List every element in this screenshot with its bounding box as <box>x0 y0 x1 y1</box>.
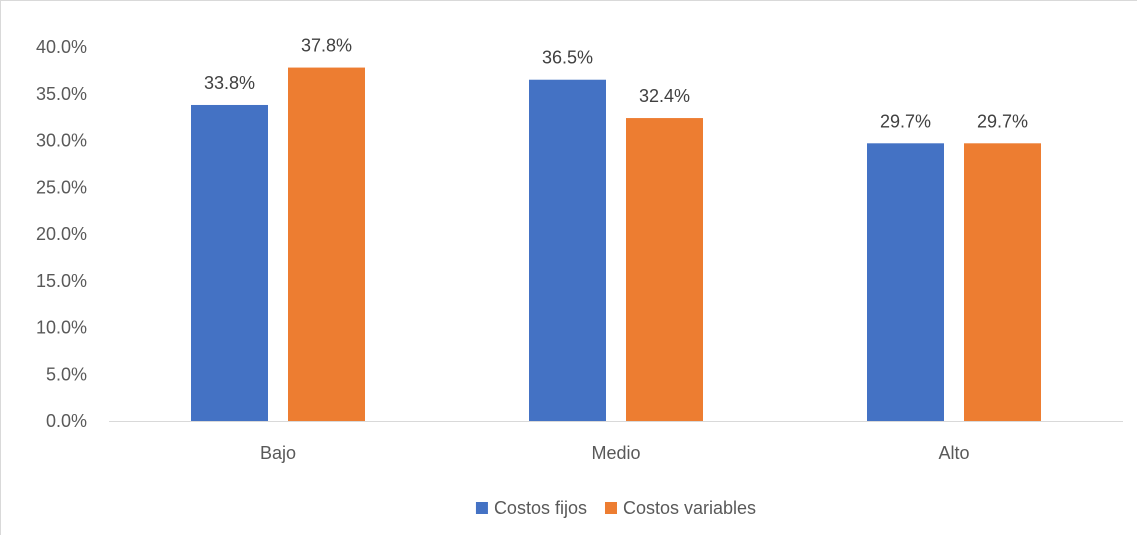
legend-swatch <box>475 502 488 514</box>
data-labels: 33.8% 37.8% 36.5% 32.4% 29.7% 29.7% <box>204 36 1028 132</box>
y-tick-label: 25.0% <box>36 177 87 197</box>
x-tick-label: Bajo <box>260 443 296 463</box>
bar-alto-costos-fijos <box>867 143 944 421</box>
x-tick-label: Medio <box>591 443 640 463</box>
x-axis-tick-labels: Bajo Medio Alto <box>260 443 970 463</box>
data-label: 32.4% <box>639 86 690 106</box>
legend-label: Costos variables <box>623 498 756 518</box>
data-label: 36.5% <box>542 48 593 68</box>
y-tick-label: 0.0% <box>46 411 87 431</box>
y-tick-label: 20.0% <box>36 224 87 244</box>
y-axis-tick-labels: 0.0% 5.0% 10.0% 15.0% 20.0% 25.0% 30.0% 35.0% 40… <box>36 37 87 431</box>
y-tick-label: 30.0% <box>36 131 87 151</box>
y-tick-label: 40.0% <box>36 37 87 57</box>
data-label: 37.8% <box>301 36 352 56</box>
bar-alto-costos-variables <box>964 143 1041 421</box>
data-label: 33.8% <box>204 73 255 93</box>
y-tick-label: 5.0% <box>46 364 87 384</box>
bar-bajo-costos-fijos <box>191 104 268 421</box>
y-tick-label: 35.0% <box>36 84 87 104</box>
legend-label: Costos fijos <box>494 498 587 518</box>
bar-medio-costos-fijos <box>529 79 606 421</box>
bar-medio-costos-variables <box>626 118 703 421</box>
data-label: 29.7% <box>977 111 1028 131</box>
bar-bajo-costos-variables <box>288 67 365 421</box>
data-label: 29.7% <box>880 111 931 131</box>
legend: Costos fijos Costos variables <box>475 498 756 518</box>
legend-swatch <box>604 502 617 514</box>
y-tick-label: 10.0% <box>36 318 87 338</box>
x-tick-label: Alto <box>938 443 969 463</box>
bars <box>191 67 1041 421</box>
y-tick-label: 15.0% <box>36 271 87 291</box>
